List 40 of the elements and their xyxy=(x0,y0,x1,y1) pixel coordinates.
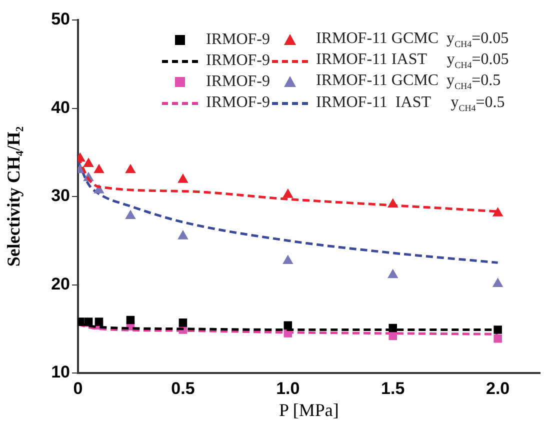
point xyxy=(178,318,188,327)
point xyxy=(284,321,292,330)
point xyxy=(178,230,188,240)
legend-label: IRMOF-11 GCMC y$_{CH4}$=0.5 xyxy=(316,72,501,92)
legend-label: IRMOF-9 xyxy=(206,94,270,112)
point xyxy=(388,332,397,340)
y-tick-label: 30 xyxy=(51,186,70,206)
legend-label: IRMOF-11 IAST y$_{CH4}$=0.5 xyxy=(316,94,505,113)
point xyxy=(282,189,293,198)
point xyxy=(282,255,293,264)
point xyxy=(126,164,136,174)
legend-label: IRMOF-11 IAST y$_{CH4}$=0.05 xyxy=(316,51,509,70)
point xyxy=(178,174,188,183)
x-tick-label: 2.0 xyxy=(486,378,510,398)
y-tick-label: 10 xyxy=(51,362,70,382)
legend-label: IRMOF-9 xyxy=(206,30,270,49)
y-axis-title: Selectivity CH₄/H₂ xyxy=(3,126,24,267)
point xyxy=(94,164,104,174)
point xyxy=(126,210,136,220)
point xyxy=(494,334,502,343)
point xyxy=(494,326,502,334)
x-tick-label: 0.5 xyxy=(171,378,195,398)
legend-label: IRMOF-9 xyxy=(206,72,270,91)
legend-label: IRMOF-11 GCMC y$_{CH4}$=0.05 xyxy=(316,30,509,50)
legend-label: IRMOF-9 xyxy=(206,52,270,70)
point xyxy=(126,316,135,324)
point xyxy=(388,324,397,332)
point xyxy=(492,278,503,287)
y-tick-label: 50 xyxy=(51,10,70,29)
point xyxy=(94,318,104,326)
y-tick-label: 40 xyxy=(51,98,70,117)
point xyxy=(388,198,398,208)
x-tick-label: 1.0 xyxy=(276,378,300,398)
point xyxy=(388,269,398,278)
y-tick-label: 20 xyxy=(51,274,70,294)
x-axis-title: P [MPa] xyxy=(278,400,339,420)
point xyxy=(492,208,503,216)
x-tick-label: 1.5 xyxy=(381,378,405,398)
point xyxy=(84,158,94,167)
x-tick-label: 0 xyxy=(73,378,83,398)
